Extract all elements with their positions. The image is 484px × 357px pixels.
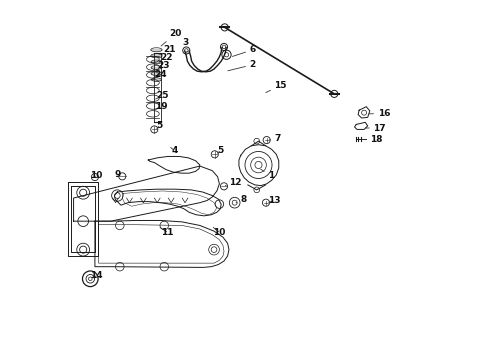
Text: 16: 16 (368, 109, 389, 118)
Text: 23: 23 (153, 61, 169, 70)
Text: 13: 13 (268, 196, 280, 205)
Text: 4: 4 (170, 146, 178, 155)
Text: 3: 3 (182, 38, 188, 52)
Text: 1: 1 (260, 169, 274, 180)
Text: 5: 5 (216, 146, 223, 155)
Text: 11: 11 (160, 227, 174, 237)
Text: 15: 15 (265, 81, 287, 92)
Text: 8: 8 (236, 195, 246, 203)
Text: 25: 25 (155, 91, 168, 101)
Text: 18: 18 (361, 135, 381, 144)
Text: 5: 5 (156, 121, 162, 130)
Text: 10: 10 (90, 171, 103, 180)
Text: 9: 9 (114, 170, 121, 179)
Text: 21: 21 (159, 45, 176, 54)
Text: 2: 2 (227, 60, 256, 71)
Text: 12: 12 (225, 178, 241, 187)
Text: 24: 24 (153, 70, 166, 79)
Text: 14: 14 (90, 271, 103, 280)
Text: 6: 6 (232, 45, 256, 56)
Text: 17: 17 (365, 124, 385, 132)
Text: 7: 7 (269, 134, 280, 143)
Text: 20: 20 (161, 29, 182, 46)
Text: 22: 22 (155, 53, 172, 62)
Text: 19: 19 (155, 102, 167, 111)
Text: 10: 10 (213, 227, 225, 237)
